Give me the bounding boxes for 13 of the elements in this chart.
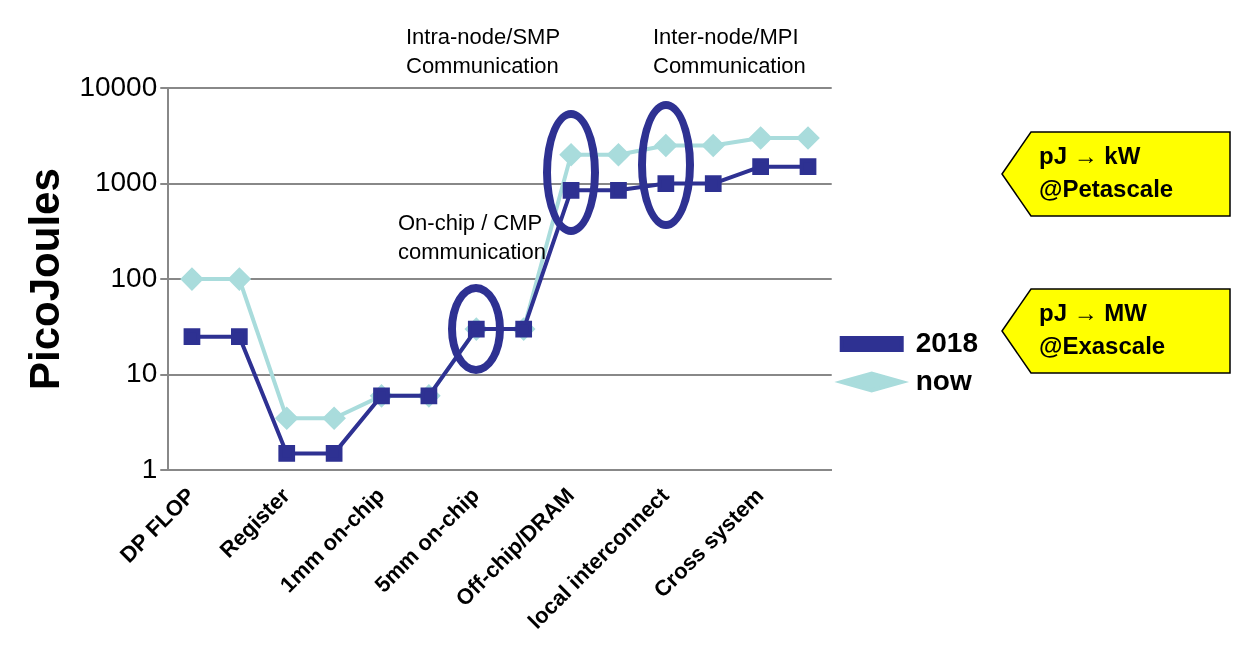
y-tick-label: 100 [110, 261, 158, 293]
y-axis-title: PicoJoules [20, 168, 68, 390]
text: Intra-node/SMP Communication [406, 23, 561, 80]
y-tick-label: 10000 [79, 70, 158, 102]
y-tick-label: 1 [141, 452, 158, 484]
legend-label: now [915, 364, 972, 396]
legend-label: 2018 [915, 326, 979, 358]
y-tick-label: 1000 [94, 166, 158, 198]
text: pJ → MW @Exascale [1039, 298, 1166, 361]
annotation: On-chip / CMP communication [398, 209, 546, 266]
text: Inter-node/MPI Communication [653, 23, 806, 80]
y-tick-label: 10 [126, 357, 158, 389]
text: pJ → kW @Petascale [1039, 141, 1174, 204]
